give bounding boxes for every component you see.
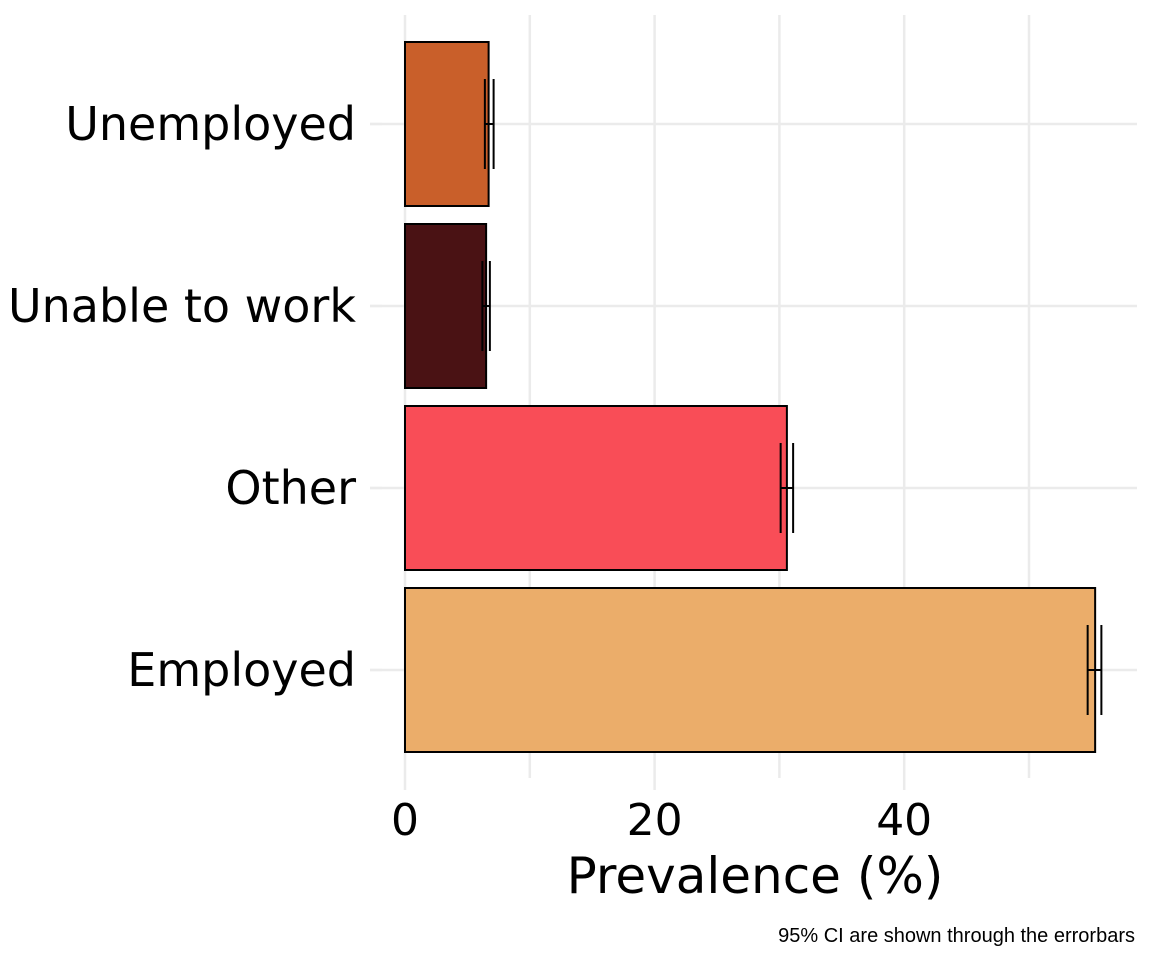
bar-unemployed [404,41,490,207]
bar-employed [404,587,1097,753]
bars [404,41,1097,753]
x-tick-labels: 0 20 40 [391,795,932,846]
category-label: Employed [127,643,356,697]
x-tick-label: 20 [627,795,683,846]
category-label: Unemployed [65,97,356,151]
category-label: Unable to work [8,279,356,333]
chart-caption: 95% CI are shown through the errorbars [778,925,1135,947]
x-tick-label: 40 [876,795,932,846]
category-labels: Employed Other Unable to work Unemployed [8,97,356,697]
x-tick-label: 0 [391,795,419,846]
bar-unable-to-work [404,223,488,389]
category-label: Other [225,461,356,515]
axis-ticks [370,122,906,790]
x-axis-title: Prevalence (%) [567,847,944,905]
bar-other [404,405,788,571]
error-bars [481,79,1103,715]
